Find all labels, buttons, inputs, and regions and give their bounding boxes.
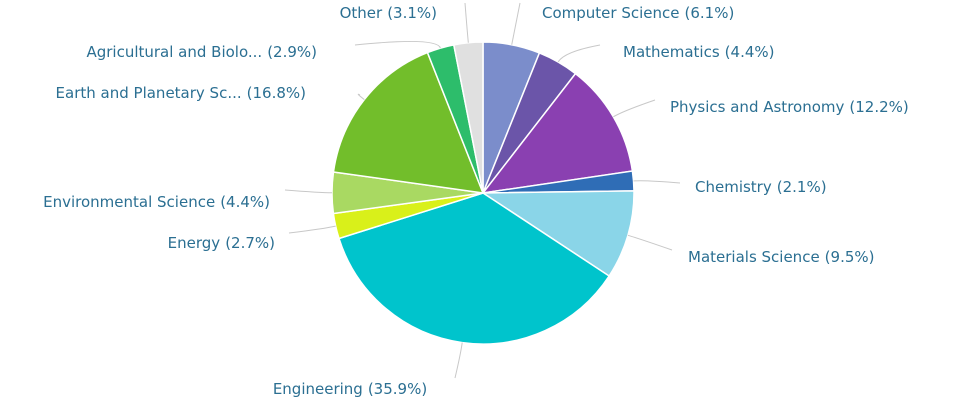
leader-line: [633, 180, 681, 184]
slice-label: Agricultural and Biolo... (2.9%): [86, 43, 317, 61]
category-name: Computer Science: [542, 4, 679, 22]
slice-label: Environmental Science (4.4%): [43, 193, 270, 211]
category-name: Engineering: [273, 380, 363, 398]
leader-line: [464, 2, 469, 43]
category-name: Energy: [168, 234, 221, 252]
slice-label: Physics and Astronomy (12.2%): [670, 98, 909, 116]
value-label: (9.5%): [825, 248, 875, 266]
slice-label: Mathematics (4.4%): [623, 43, 774, 61]
value-label: (4.4%): [220, 193, 270, 211]
pie-slice: [480, 190, 635, 278]
category-name: Mathematics: [623, 43, 720, 61]
leader-line: [627, 234, 673, 251]
leader-line: [454, 342, 463, 379]
slice-label: Computer Science (6.1%): [542, 4, 734, 22]
value-label: (2.7%): [225, 234, 275, 252]
slice-label: Other (3.1%): [340, 4, 437, 22]
category-name: Environmental Science: [43, 193, 215, 211]
slice-label: Materials Science (9.5%): [688, 248, 874, 266]
category-name: Chemistry: [695, 178, 772, 196]
leader-line: [354, 40, 441, 49]
value-label: (3.1%): [387, 4, 437, 22]
value-label: (16.8%): [247, 84, 306, 102]
leader-line: [557, 44, 601, 63]
slice-label: Earth and Planetary Sc... (16.8%): [56, 84, 306, 102]
category-name: Physics and Astronomy: [670, 98, 844, 116]
value-label: (35.9%): [368, 380, 427, 398]
slice-label: Chemistry (2.1%): [695, 178, 827, 196]
value-label: (2.9%): [267, 43, 317, 61]
category-name: Materials Science: [688, 248, 820, 266]
category-name: Agricultural and Biolo...: [86, 43, 262, 61]
category-name: Earth and Planetary Sc...: [56, 84, 242, 102]
slice-label: Energy (2.7%): [168, 234, 275, 252]
value-label: (4.4%): [725, 43, 775, 61]
leader-line: [357, 93, 365, 100]
leader-line: [288, 225, 336, 234]
value-label: (6.1%): [684, 4, 734, 22]
value-label: (2.1%): [777, 178, 827, 196]
slice-label: Engineering (35.9%): [273, 380, 427, 398]
leader-line: [613, 99, 656, 118]
leader-line: [511, 2, 521, 45]
category-name: Other: [340, 4, 383, 22]
leader-line: [284, 189, 333, 194]
value-label: (12.2%): [849, 98, 908, 116]
